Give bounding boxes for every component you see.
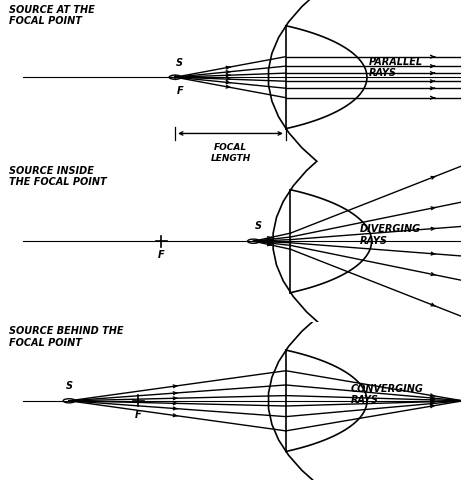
Text: SOURCE INSIDE
THE FOCAL POINT: SOURCE INSIDE THE FOCAL POINT [9, 166, 107, 187]
Text: SOURCE AT THE
FOCAL POINT: SOURCE AT THE FOCAL POINT [9, 5, 95, 26]
Text: S: S [65, 381, 73, 391]
Text: S: S [176, 58, 183, 68]
Text: F: F [158, 250, 165, 260]
Text: S: S [254, 221, 262, 231]
Text: SOURCE BEHIND THE
FOCAL POINT: SOURCE BEHIND THE FOCAL POINT [9, 326, 124, 348]
Text: F: F [177, 86, 183, 96]
Text: CONVERGING
RAYS: CONVERGING RAYS [350, 384, 423, 405]
Text: FOCAL
LENGTH: FOCAL LENGTH [210, 143, 251, 163]
Text: PARALLEL
RAYS: PARALLEL RAYS [369, 57, 423, 78]
Text: DIVERGING
RAYS: DIVERGING RAYS [360, 224, 421, 246]
Text: F: F [135, 409, 142, 420]
